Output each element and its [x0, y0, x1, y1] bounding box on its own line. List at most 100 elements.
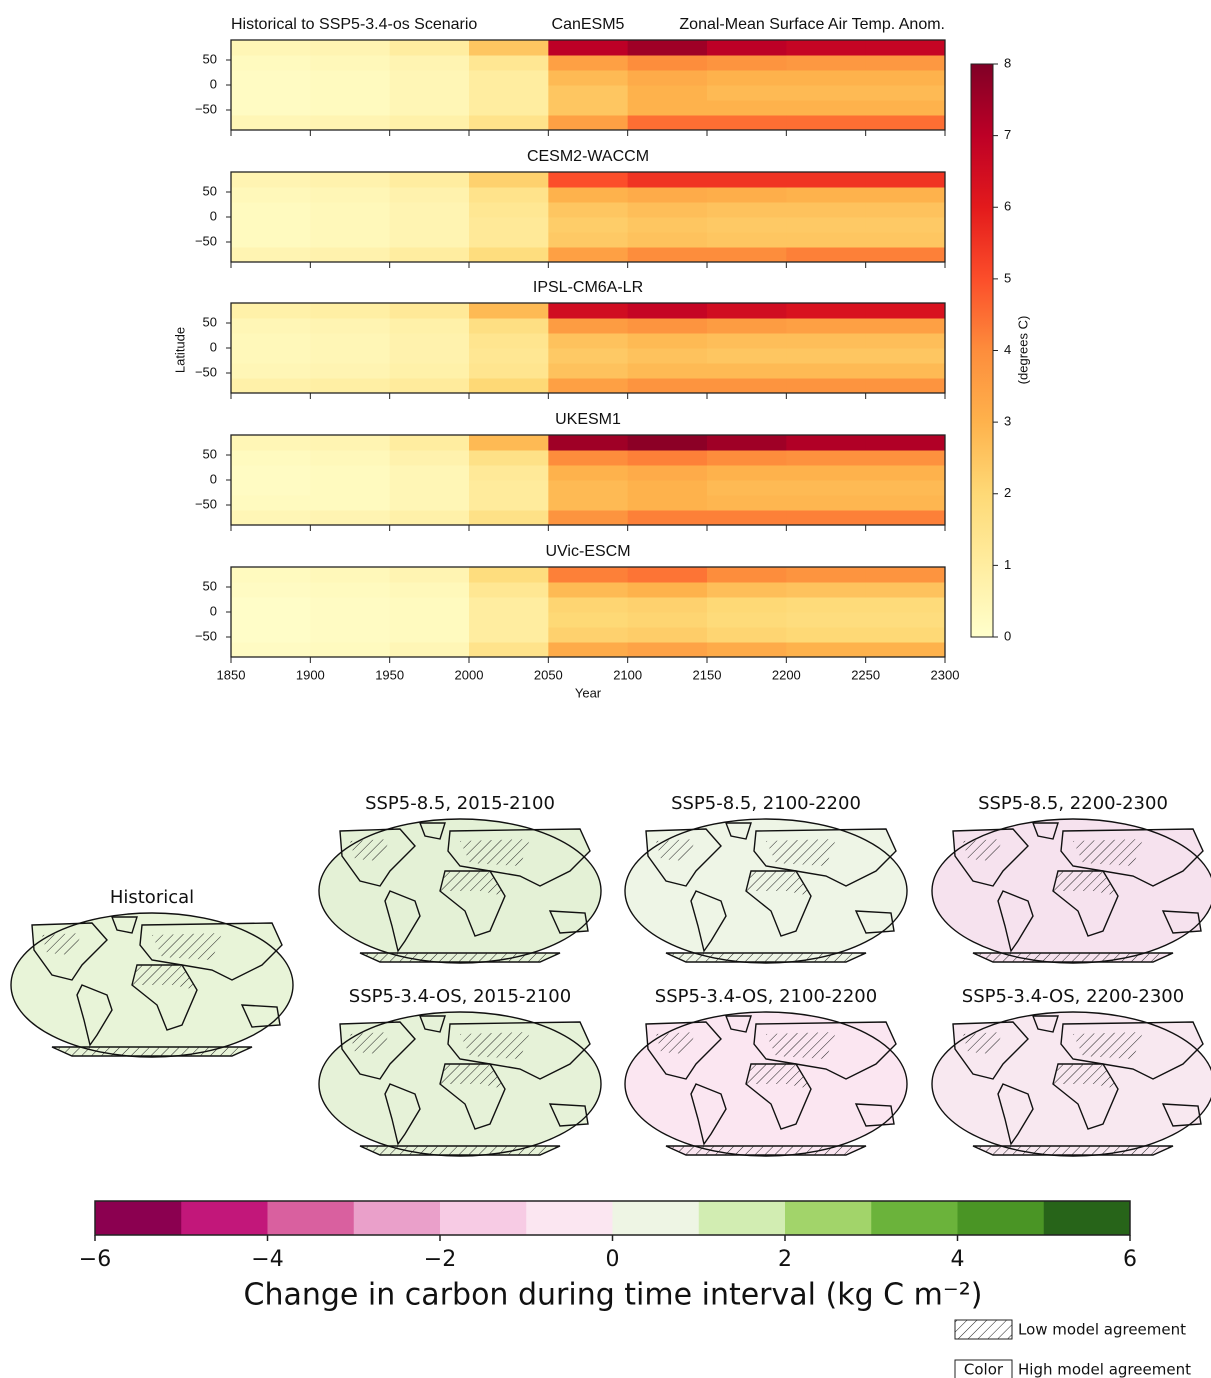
heat-cell [707, 40, 787, 56]
heat-cell [389, 187, 470, 203]
heat-cell [231, 363, 311, 379]
heat-cell [469, 232, 549, 248]
heat-cell [707, 612, 787, 628]
heat-cell [469, 495, 549, 511]
heat-cell [707, 172, 787, 188]
colorbar-segment [785, 1201, 872, 1235]
panel-title: CanESM5 [552, 16, 625, 33]
heat-cell [548, 187, 629, 203]
heat-cell [865, 187, 946, 203]
heat-cell [310, 85, 391, 101]
heat-cell [310, 510, 391, 526]
map-title: SSP5-3.4-OS, 2015-2100 [349, 986, 571, 1007]
heat-cell [231, 100, 311, 116]
heat-cell [389, 333, 470, 349]
heat-cell [865, 115, 946, 131]
heat-cell [548, 642, 629, 658]
map-border [624, 818, 908, 964]
heat-cell [310, 70, 391, 86]
heat-cell [786, 378, 867, 394]
heat-cell [469, 217, 549, 233]
heat-cell [389, 303, 470, 319]
heat-cell [707, 115, 787, 131]
heat-cell [469, 378, 549, 394]
heat-cell [786, 480, 867, 496]
heat-cell [469, 247, 549, 263]
heat-cell [548, 597, 629, 613]
heat-cell [786, 363, 867, 379]
heat-cell [310, 217, 391, 233]
heat-cell [865, 247, 946, 263]
colorbar-segment [181, 1201, 268, 1235]
heat-cell [627, 378, 708, 394]
heat-cell [627, 510, 708, 526]
colorbar-tick-label: 4 [1004, 342, 1011, 357]
heat-cell [865, 363, 946, 379]
heat-cell [707, 510, 787, 526]
colorbar-segment [698, 1201, 786, 1235]
colorbar-tick-label: −6 [79, 1247, 111, 1272]
colorbar-tick-label: 1 [1004, 557, 1011, 572]
heat-cell [707, 435, 787, 451]
world-map [318, 1011, 602, 1157]
heat-cell [310, 435, 391, 451]
heat-cell [786, 582, 867, 598]
heat-cell [548, 55, 629, 71]
y-tick-label: 0 [210, 603, 217, 618]
colorbar-segment [1043, 1201, 1131, 1235]
heat-cell [548, 70, 629, 86]
panel-title: UVic-ESCM [545, 543, 630, 560]
heat-cell [627, 480, 708, 496]
heat-cell [548, 450, 629, 466]
heat-cell [310, 597, 391, 613]
heat-cell [548, 232, 629, 248]
heat-cell [389, 495, 470, 511]
heat-cell [389, 480, 470, 496]
y-axis-label: Latitude [172, 327, 187, 373]
heat-cell [389, 70, 470, 86]
x-tick-label: 1900 [296, 667, 325, 682]
x-tick-label: 2300 [931, 667, 960, 682]
heat-cell [469, 318, 549, 334]
world-map [931, 818, 1211, 964]
heat-cell [865, 612, 946, 628]
legend-label: High model agreement [1018, 1361, 1191, 1378]
heat-cell [627, 85, 708, 101]
colorbar-tick-label: 3 [1004, 414, 1011, 429]
heat-cell [786, 495, 867, 511]
heat-cell [310, 450, 391, 466]
heat-cell [310, 363, 391, 379]
y-tick-label: −50 [195, 628, 217, 643]
colorbar-segment [95, 1201, 182, 1235]
heat-cell [469, 510, 549, 526]
heat-cell [786, 597, 867, 613]
heat-cell [707, 348, 787, 364]
heat-cell [310, 232, 391, 248]
heat-cell [310, 612, 391, 628]
heat-cell [310, 115, 391, 131]
heat-cell [627, 627, 708, 643]
heat-cell [627, 363, 708, 379]
heat-cell [389, 202, 470, 218]
heat-cell [865, 495, 946, 511]
heat-cell [231, 172, 311, 188]
y-tick-label: 50 [203, 578, 217, 593]
heat-cell [231, 495, 311, 511]
heat-cell [469, 55, 549, 71]
heat-cell [627, 55, 708, 71]
heat-cell [231, 217, 311, 233]
heat-cell [310, 582, 391, 598]
heat-cell [548, 333, 629, 349]
heat-cell [469, 303, 549, 319]
legend-hatch [954, 1319, 1013, 1340]
y-tick-label: 0 [210, 76, 217, 91]
heat-cell [389, 100, 470, 116]
heat-cell [786, 318, 867, 334]
heat-cell [865, 172, 946, 188]
y-tick-label: −50 [195, 233, 217, 248]
heat-cell [548, 318, 629, 334]
heat-cell [548, 465, 629, 481]
heat-cell [310, 247, 391, 263]
map-title: Historical [110, 887, 194, 908]
heat-cell [231, 510, 311, 526]
